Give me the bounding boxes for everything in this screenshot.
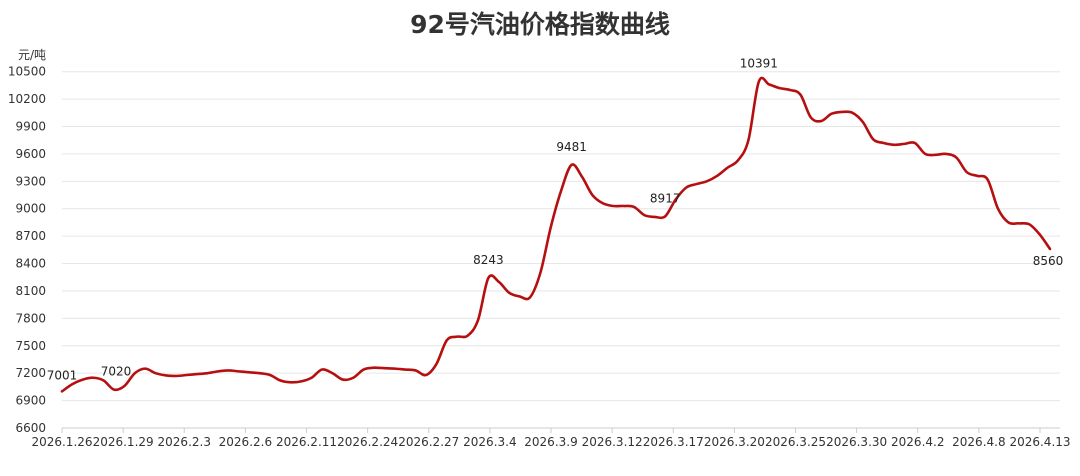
data-label: 8243 (473, 253, 504, 267)
data-label: 7001 (47, 368, 78, 382)
x-tick-label: 2026.3.12 (582, 435, 643, 449)
y-tick-label: 9000 (15, 202, 46, 216)
x-tick-label: 2026.2.24 (337, 435, 398, 449)
series-line (60, 76, 1052, 393)
x-tick-label: 2026.3.25 (765, 435, 826, 449)
data-label: 8917 (650, 191, 681, 205)
y-tick-label: 6900 (15, 394, 46, 408)
y-tick-label: 7500 (15, 339, 46, 353)
y-axis-unit: 元/吨 (18, 48, 47, 62)
y-tick-label: 10200 (8, 92, 46, 106)
y-tick-label: 7800 (15, 311, 46, 325)
y-tick-label: 10500 (8, 65, 46, 79)
series-line-path (60, 76, 1052, 393)
y-tick-label: 9600 (15, 147, 46, 161)
data-labels: 7001 7020 8243 9481 8917 10391 8560 (47, 57, 1064, 383)
y-axis-ticks: 6600 6900 7200 7500 7800 8100 8400 8700 9000 9300… (8, 65, 46, 435)
y-tick-label: 6600 (15, 421, 46, 435)
grid-lines (62, 71, 1060, 429)
x-tick-label: 2026.3.20 (704, 435, 765, 449)
x-tick-label: 2026.4.13 (1009, 435, 1070, 449)
x-tick-label: 2026.2.11 (276, 435, 337, 449)
x-axis: 2026.1.26 2026.1.29 2026.2.3 2026.2.6 2026.2… (31, 428, 1071, 449)
y-tick-label: 8700 (15, 229, 46, 243)
y-tick-label: 8100 (15, 284, 46, 298)
x-tick-label: 2026.2.3 (158, 435, 211, 449)
x-tick-label: 2026.3.4 (463, 435, 516, 449)
x-tick-label: 2026.2.27 (398, 435, 459, 449)
y-tick-label: 9900 (15, 120, 46, 134)
data-label: 7020 (101, 365, 132, 379)
x-tick-label: 2026.4.2 (891, 435, 944, 449)
x-tick-label: 2026.4.8 (952, 435, 1005, 449)
x-tick-label: 2026.3.17 (643, 435, 704, 449)
x-tick-label: 2026.2.6 (219, 435, 272, 449)
y-tick-label: 7200 (15, 366, 46, 380)
x-tick-label: 2026.3.9 (524, 435, 577, 449)
x-tick-label: 2026.3.30 (826, 435, 887, 449)
data-label: 9481 (556, 140, 587, 154)
x-tick-label: 2026.1.29 (93, 435, 154, 449)
chart-title: 92号汽油价格指数曲线 (410, 10, 670, 39)
data-label: 10391 (740, 57, 778, 71)
y-tick-label: 9300 (15, 174, 46, 188)
x-tick-label: 2026.1.26 (31, 435, 92, 449)
data-label: 8560 (1033, 254, 1064, 268)
y-tick-label: 8400 (15, 257, 46, 271)
